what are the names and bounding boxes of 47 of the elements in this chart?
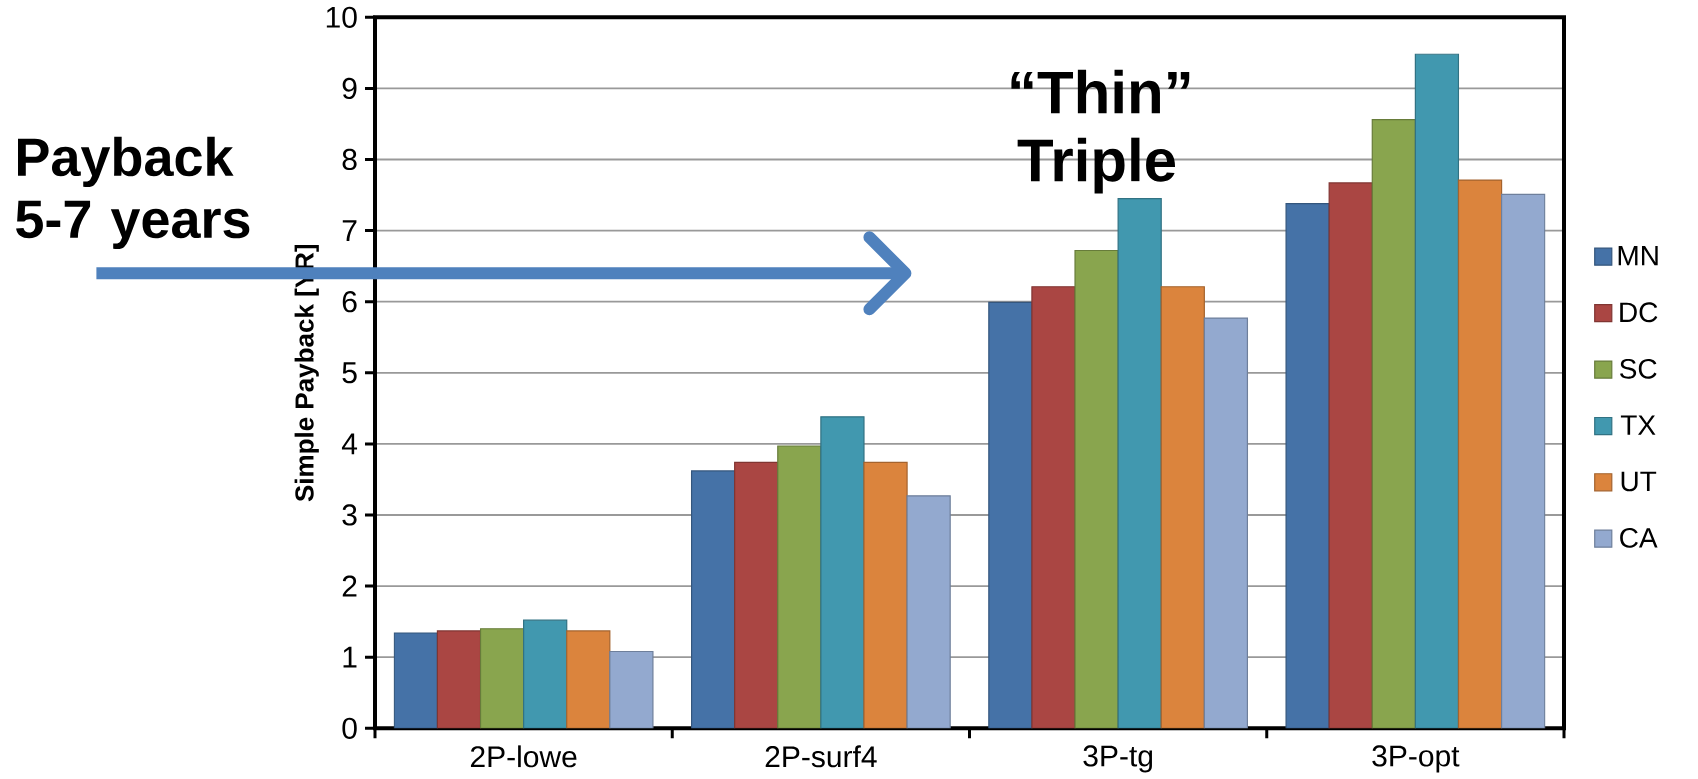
y-tick-label: 8: [342, 148, 357, 170]
bar: [1031, 286, 1076, 729]
bar: [1328, 182, 1373, 729]
bar: [1160, 286, 1205, 729]
bar: [988, 301, 1033, 729]
y-tick-label: 3: [342, 504, 357, 526]
bar: [820, 416, 865, 729]
bar: [1457, 179, 1503, 729]
bar: [609, 650, 654, 729]
y-tick-label: 9: [342, 77, 357, 99]
text: Payback 5-7 years: [16, 136, 250, 249]
y-tick-label: 7: [342, 220, 357, 241]
x-tick-label: 2P-lowe: [470, 745, 577, 768]
bar: [1203, 317, 1249, 729]
bar: [777, 445, 822, 729]
legend-label: TX: [1620, 415, 1656, 435]
bar: [734, 461, 779, 729]
bar: [1117, 197, 1162, 729]
x-tick-label: 2P-surf4: [765, 745, 877, 768]
x-tick-label: 3P-tg: [1083, 745, 1153, 773]
bar: [393, 632, 439, 729]
y-tick-label: 6: [342, 290, 357, 313]
y-tick-label: 5: [342, 362, 357, 384]
y-tick-label: 2: [342, 575, 357, 597]
y-tick-label: 10: [326, 6, 357, 28]
legend-label: UT: [1621, 471, 1657, 492]
legend-label: MN: [1618, 246, 1658, 266]
bar: [863, 461, 908, 729]
bar: [1414, 53, 1460, 729]
legend-label: DC: [1620, 302, 1658, 323]
bar: [1371, 118, 1416, 729]
bar: [906, 495, 951, 729]
y-tick-label: 1: [343, 646, 357, 668]
bar: [566, 630, 611, 729]
legend-label: CA: [1620, 527, 1658, 548]
bar: [436, 630, 482, 729]
bar: [690, 470, 736, 729]
legend-label: SC: [1620, 358, 1657, 379]
bar: [479, 628, 525, 729]
y-tick-label: 4: [341, 433, 358, 455]
x-tick-label: 3P-opt: [1372, 745, 1460, 773]
y-tick-label: 0: [342, 717, 357, 739]
bar: [523, 619, 568, 729]
annotation: “Thin” Triple: [1011, 69, 1190, 194]
bar: [1285, 202, 1330, 729]
bar: [1500, 193, 1546, 729]
bar: [1074, 249, 1119, 729]
